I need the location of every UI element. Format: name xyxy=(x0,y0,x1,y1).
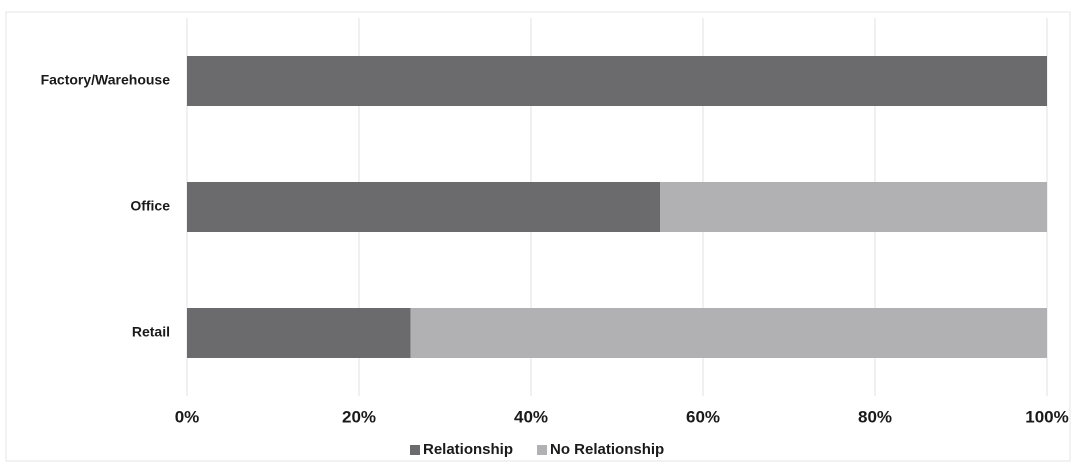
y-tick-label: Retail xyxy=(132,324,170,340)
y-tick-label: Office xyxy=(130,198,170,214)
y-tick-label: Factory/Warehouse xyxy=(41,72,171,88)
bar-segment xyxy=(410,308,1048,358)
x-tick-label: 40% xyxy=(514,407,548,426)
chart-frame xyxy=(5,11,1071,462)
legend-swatch xyxy=(410,445,420,455)
legend-label: No Relationship xyxy=(550,441,664,458)
x-tick-label: 100% xyxy=(1025,407,1068,426)
legend-label: Relationship xyxy=(423,441,513,458)
x-tick-label: 0% xyxy=(175,407,200,426)
bar-segment xyxy=(187,308,411,358)
x-tick-label: 80% xyxy=(858,407,892,426)
bar-segment xyxy=(187,56,1047,106)
bar-segment xyxy=(187,182,660,232)
bar-segment xyxy=(660,182,1047,232)
x-tick-label: 20% xyxy=(342,407,376,426)
x-tick-label: 60% xyxy=(686,407,720,426)
legend-swatch xyxy=(537,445,548,455)
